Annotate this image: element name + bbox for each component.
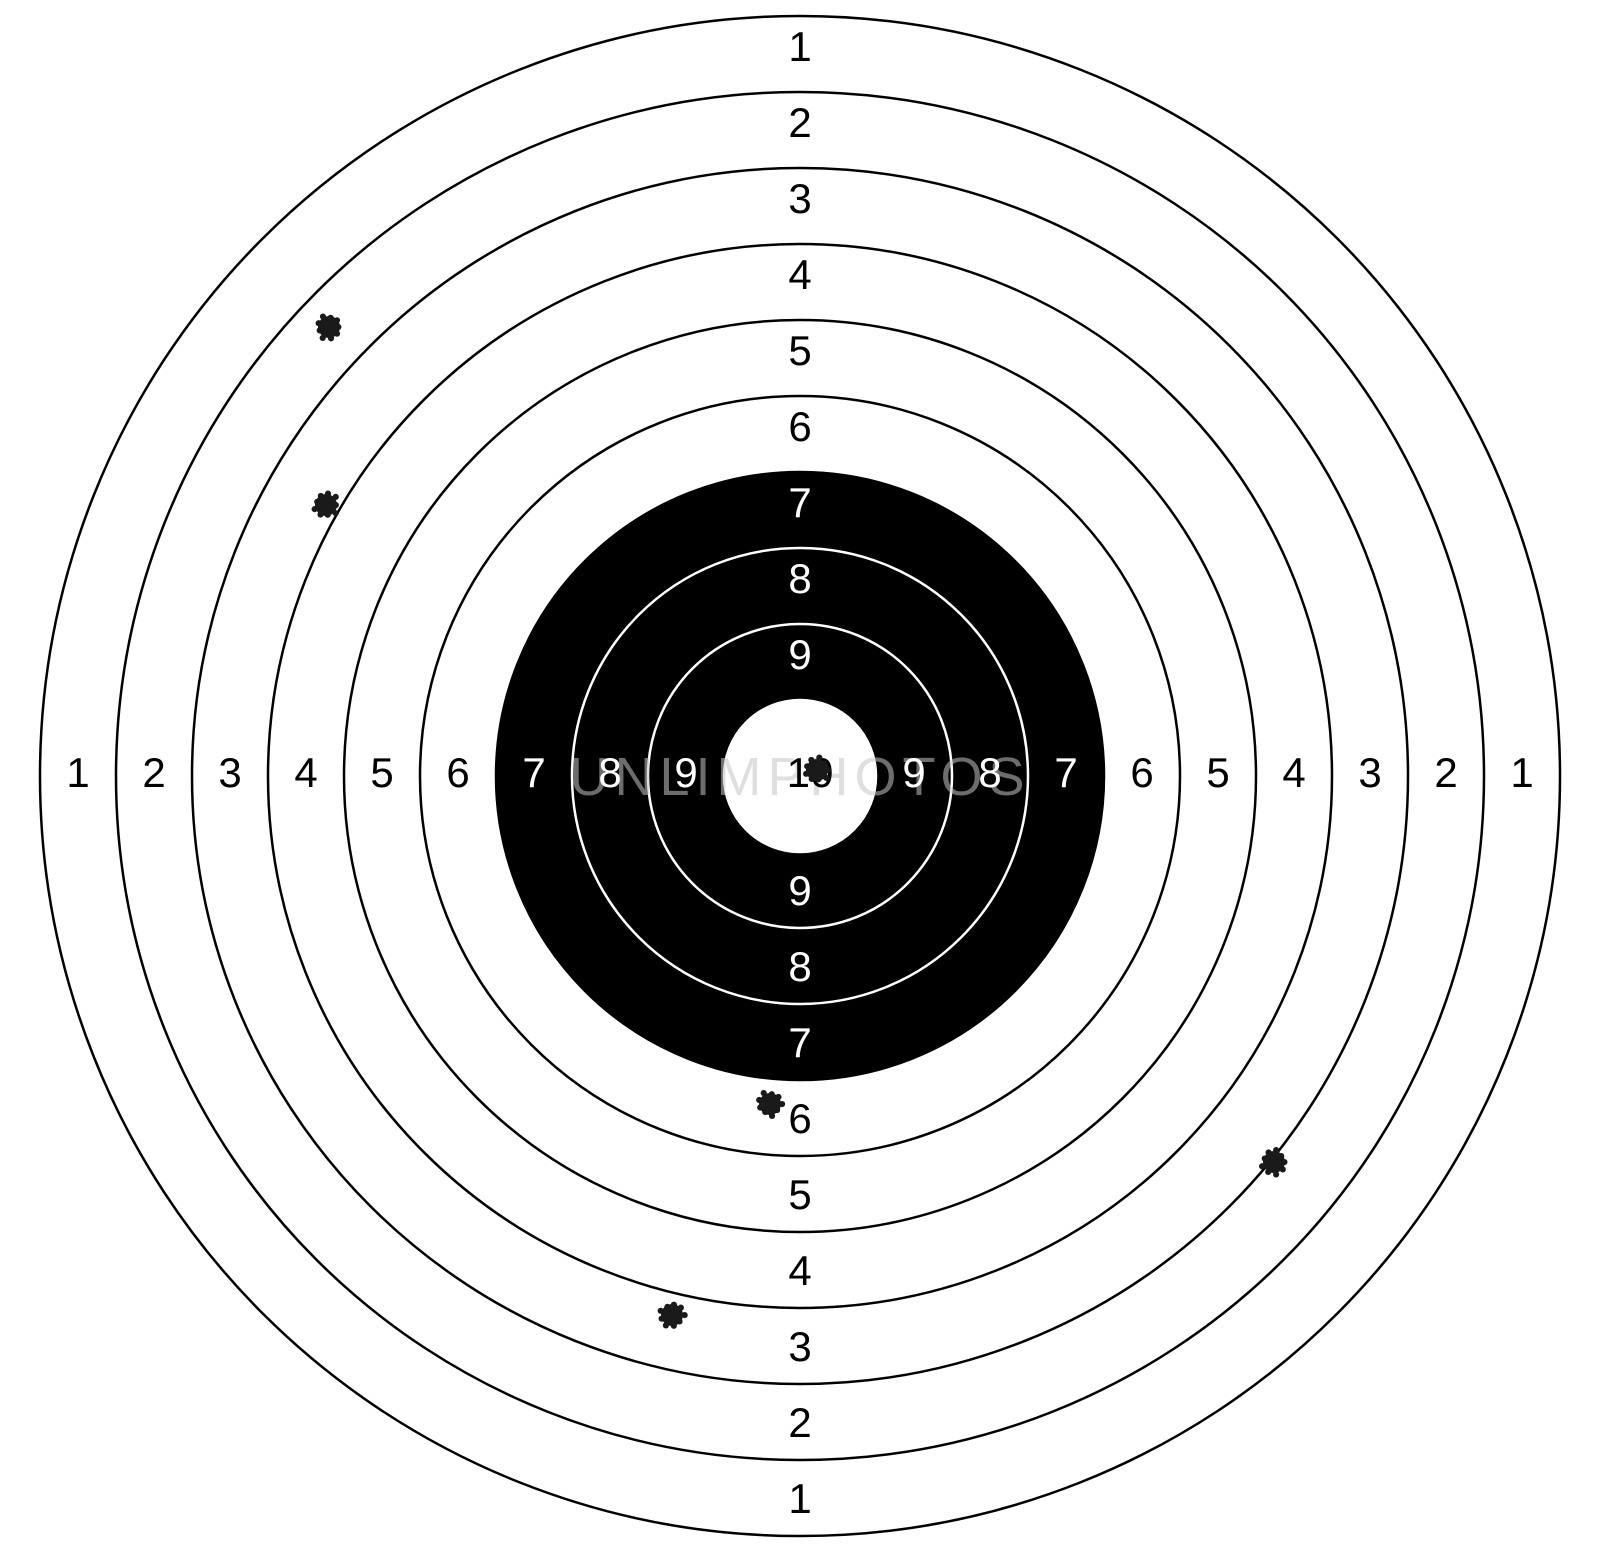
label-top-2: 2 — [788, 99, 811, 146]
label-left-1: 1 — [66, 749, 89, 796]
label-right-2: 2 — [1434, 749, 1457, 796]
label-left-4: 4 — [294, 749, 317, 796]
label-top-7: 7 — [788, 479, 811, 526]
label-bottom-6: 6 — [788, 1095, 811, 1142]
shooting-target: UNLIMPHOTOS11112222333344445555666677778… — [0, 0, 1600, 1552]
label-right-1: 1 — [1510, 749, 1533, 796]
label-right-9: 9 — [902, 749, 925, 796]
label-left-5: 5 — [370, 749, 393, 796]
label-bottom-2: 2 — [788, 1399, 811, 1446]
label-bottom-8: 8 — [788, 943, 811, 990]
label-left-6: 6 — [446, 749, 469, 796]
label-bottom-5: 5 — [788, 1171, 811, 1218]
label-right-5: 5 — [1206, 749, 1229, 796]
label-top-6: 6 — [788, 403, 811, 450]
label-top-1: 1 — [788, 23, 811, 70]
label-left-8: 8 — [598, 749, 621, 796]
label-left-2: 2 — [142, 749, 165, 796]
label-top-9: 9 — [788, 631, 811, 678]
label-left-3: 3 — [218, 749, 241, 796]
label-right-6: 6 — [1130, 749, 1153, 796]
label-right-3: 3 — [1358, 749, 1381, 796]
label-right-7: 7 — [1054, 749, 1077, 796]
label-right-8: 8 — [978, 749, 1001, 796]
label-left-7: 7 — [522, 749, 545, 796]
label-top-5: 5 — [788, 327, 811, 374]
label-top-4: 4 — [788, 251, 811, 298]
label-bottom-9: 9 — [788, 867, 811, 914]
label-top-8: 8 — [788, 555, 811, 602]
label-left-9: 9 — [674, 749, 697, 796]
label-bottom-4: 4 — [788, 1247, 811, 1294]
label-top-3: 3 — [788, 175, 811, 222]
label-bottom-7: 7 — [788, 1019, 811, 1066]
label-bottom-1: 1 — [788, 1475, 811, 1522]
label-right-4: 4 — [1282, 749, 1305, 796]
label-bottom-3: 3 — [788, 1323, 811, 1370]
